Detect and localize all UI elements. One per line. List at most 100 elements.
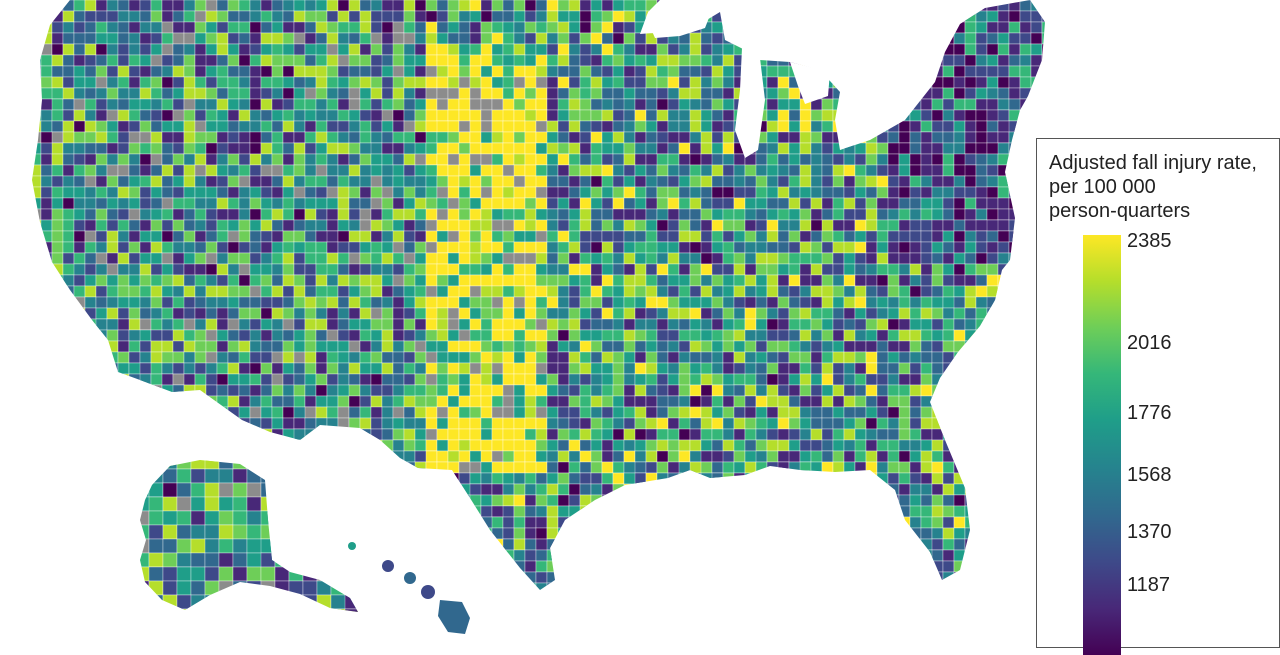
county-cell bbox=[1041, 120, 1045, 133]
county-cell bbox=[942, 428, 955, 441]
county-cell bbox=[535, 175, 548, 188]
county-cell bbox=[304, 395, 317, 408]
county-cell bbox=[997, 527, 1010, 540]
county-cell bbox=[392, 285, 405, 298]
county-cell bbox=[909, 274, 922, 287]
county-cell bbox=[689, 538, 713, 551]
county-cell bbox=[832, 76, 845, 89]
county-cell bbox=[645, 505, 669, 518]
county-cell bbox=[304, 417, 317, 430]
county-cell bbox=[1019, 461, 1032, 474]
county-cell bbox=[733, 439, 746, 452]
county-cell bbox=[1019, 21, 1032, 34]
county-cell bbox=[359, 461, 372, 474]
county-cell bbox=[788, 538, 801, 551]
county-cell bbox=[876, 76, 889, 89]
county-cell bbox=[381, 307, 394, 320]
county-cell bbox=[183, 395, 196, 408]
county-cell bbox=[469, 516, 482, 529]
county-cell bbox=[975, 274, 988, 287]
county-cell bbox=[810, 571, 834, 584]
county-cell bbox=[117, 153, 130, 166]
county-cell bbox=[1008, 164, 1021, 177]
county-cell bbox=[282, 439, 295, 452]
county-cell bbox=[601, 241, 614, 254]
county-cell bbox=[656, 439, 669, 452]
county-cell bbox=[62, 109, 75, 122]
county-cell bbox=[359, 516, 372, 529]
county-cell bbox=[161, 252, 174, 265]
county-cell bbox=[667, 560, 680, 573]
county-cell bbox=[854, 98, 867, 111]
county-cell bbox=[612, 362, 625, 375]
county-cell bbox=[260, 54, 273, 67]
county-cell bbox=[777, 43, 790, 56]
county-cell bbox=[392, 120, 405, 133]
county-cell bbox=[656, 505, 669, 518]
county-cell bbox=[766, 32, 779, 45]
county-cell bbox=[1008, 417, 1021, 430]
county-cell bbox=[348, 329, 361, 342]
county-cell bbox=[194, 395, 207, 408]
county-cell bbox=[282, 197, 295, 210]
county-cell bbox=[766, 516, 779, 529]
county-cell bbox=[865, 43, 878, 56]
county-cell bbox=[601, 571, 614, 584]
county-cell bbox=[810, 197, 823, 210]
county-cell bbox=[381, 153, 394, 166]
county-cell bbox=[414, 318, 427, 331]
county-cell bbox=[73, 285, 86, 298]
county-cell bbox=[128, 560, 141, 573]
county-cell bbox=[183, 10, 196, 23]
county-cell bbox=[436, 109, 449, 122]
county-cell bbox=[150, 76, 163, 89]
county-cell bbox=[612, 142, 625, 155]
county-cell bbox=[964, 527, 977, 540]
county-cell bbox=[238, 76, 251, 89]
county-cell bbox=[469, 549, 493, 562]
county-cell bbox=[634, 307, 647, 320]
county-cell bbox=[656, 87, 669, 100]
county-cell bbox=[271, 54, 284, 67]
county-cell bbox=[898, 285, 911, 298]
county-cell bbox=[73, 76, 86, 89]
county-cell bbox=[678, 76, 691, 89]
county-cell bbox=[876, 516, 889, 529]
county-cell bbox=[403, 296, 416, 309]
county-cell bbox=[524, 10, 537, 23]
county-cell bbox=[491, 450, 504, 463]
county-cell bbox=[909, 560, 933, 573]
county-cell bbox=[117, 538, 130, 551]
county-cell bbox=[238, 340, 251, 353]
county-cell bbox=[293, 560, 317, 573]
county-cell bbox=[491, 516, 504, 529]
county-cell bbox=[436, 461, 449, 474]
county-cell bbox=[909, 571, 922, 584]
county-cell bbox=[469, 362, 482, 375]
county-cell bbox=[590, 472, 603, 485]
county-cell bbox=[645, 219, 658, 232]
county-cell bbox=[392, 472, 405, 485]
county-cell bbox=[62, 32, 75, 45]
county-cell bbox=[84, 21, 97, 34]
county-cell bbox=[755, 153, 768, 166]
county-cell bbox=[172, 175, 185, 188]
county-cell bbox=[1008, 186, 1021, 199]
county-cell bbox=[601, 362, 614, 375]
county-cell bbox=[502, 296, 515, 309]
county-cell bbox=[337, 241, 350, 254]
county-cell bbox=[568, 10, 581, 23]
county-cell bbox=[898, 483, 911, 496]
county-cell bbox=[557, 43, 570, 56]
county-cell bbox=[656, 560, 669, 573]
county-cell bbox=[238, 395, 251, 408]
county-cell bbox=[612, 153, 625, 166]
county-cell bbox=[678, 439, 691, 452]
county-cell bbox=[700, 219, 713, 232]
county-cell bbox=[821, 197, 834, 210]
county-cell bbox=[183, 131, 196, 144]
county-cell bbox=[700, 450, 713, 463]
county-cell bbox=[1019, 76, 1032, 89]
county-cell bbox=[744, 274, 757, 287]
county-cell bbox=[381, 54, 394, 67]
